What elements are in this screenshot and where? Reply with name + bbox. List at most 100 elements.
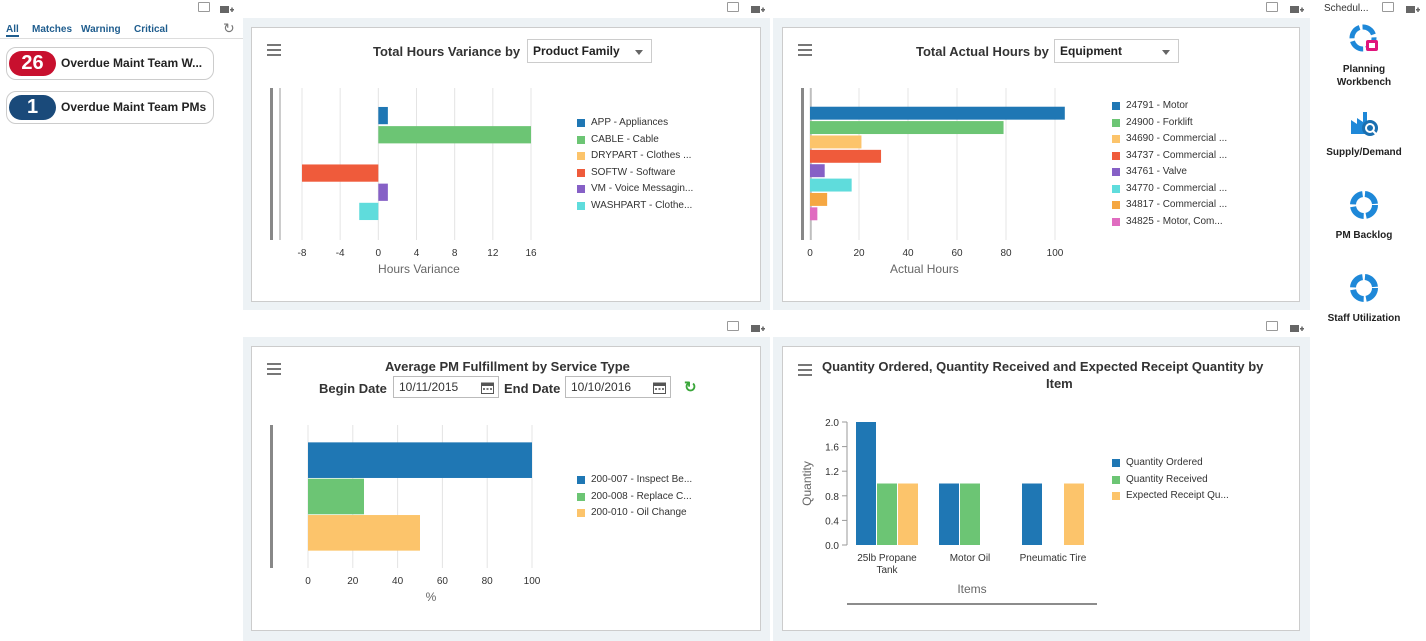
- legend-swatch: [1112, 475, 1120, 484]
- alert-count-badge: 26: [9, 51, 56, 76]
- legend-item[interactable]: 200-010 - Oil Change: [577, 507, 692, 524]
- legend-swatch: [1112, 492, 1120, 500]
- alert-item[interactable]: 1 Overdue Maint Team PMs: [6, 91, 214, 124]
- expand-icon[interactable]: [727, 2, 739, 12]
- legend-swatch: [1112, 168, 1120, 176]
- tab-critical[interactable]: Critical: [134, 24, 168, 35]
- bar: [359, 202, 379, 221]
- tick-label: 16: [525, 248, 537, 259]
- tab-warning[interactable]: Warning: [81, 24, 121, 35]
- tick-label: Tank: [876, 565, 898, 576]
- expand-icon[interactable]: [727, 321, 739, 331]
- expand-icon[interactable]: [1266, 2, 1278, 12]
- legend-item[interactable]: DRYPART - Clothes ...: [577, 150, 693, 167]
- tab-matches[interactable]: Matches: [32, 24, 73, 35]
- bar: [810, 135, 862, 149]
- chevron-down-icon: [1162, 50, 1170, 55]
- legend-item[interactable]: SOFTW - Software: [577, 167, 693, 184]
- tick-label: 20: [347, 576, 359, 587]
- legend-item[interactable]: WASHPART - Clothe...: [577, 200, 693, 217]
- legend-item[interactable]: VM - Voice Messagin...: [577, 183, 693, 200]
- add-content-icon[interactable]: [751, 321, 765, 339]
- tick-label: 1.2: [825, 467, 839, 478]
- staff-utilization-tile[interactable]: Staff Utilization: [1312, 272, 1416, 324]
- add-content-icon[interactable]: [751, 2, 765, 20]
- bar: [810, 106, 1065, 120]
- legend-item[interactable]: 34737 - Commercial ...: [1112, 150, 1227, 167]
- tick-label: 2.0: [825, 418, 839, 429]
- add-content-icon[interactable]: [1290, 2, 1304, 20]
- launchpad: Schedul... Planning Workbench Supply/Dem…: [1312, 0, 1426, 641]
- panel-title: Quantity Ordered, Quantity Received and …: [822, 359, 1264, 374]
- tab-all[interactable]: All: [6, 24, 19, 37]
- legend-item[interactable]: APP - Appliances: [577, 117, 693, 134]
- menu-icon[interactable]: [798, 364, 812, 376]
- product-family-select[interactable]: Product Family: [527, 39, 652, 63]
- legend-item[interactable]: 200-008 - Replace C...: [577, 491, 692, 508]
- equipment-select[interactable]: Equipment: [1054, 39, 1179, 63]
- alert-item[interactable]: 26 Overdue Maint Team W...: [6, 47, 214, 80]
- bar: [301, 164, 379, 182]
- legend-item[interactable]: 200-007 - Inspect Be...: [577, 474, 692, 491]
- legend-swatch: [577, 185, 585, 193]
- select-value: Equipment: [1060, 44, 1122, 58]
- axis-title: Actual Hours: [890, 262, 959, 276]
- menu-icon[interactable]: [267, 363, 281, 375]
- add-content-icon[interactable]: [1290, 321, 1304, 339]
- axis-bar: [270, 425, 273, 568]
- pm-backlog-tile[interactable]: PM Backlog: [1312, 189, 1416, 241]
- legend-swatch: [577, 509, 585, 517]
- tile-label: Staff Utilization: [1327, 313, 1401, 324]
- pm-backlog-icon: [1312, 189, 1416, 224]
- legend-item[interactable]: 34761 - Valve: [1112, 166, 1227, 183]
- legend-label: VM - Voice Messagin...: [591, 183, 694, 194]
- planning-workbench-tile[interactable]: Planning Workbench: [1312, 23, 1416, 88]
- legend-item[interactable]: 34817 - Commercial ...: [1112, 199, 1227, 216]
- menu-icon[interactable]: [798, 44, 812, 56]
- chart-legend: APP - Appliances CABLE - Cable DRYPART - C…: [577, 117, 693, 216]
- expand-icon[interactable]: [1382, 2, 1394, 12]
- legend-label: 200-007 - Inspect Be...: [591, 474, 693, 485]
- pm-fulfillment-panel: Average PM Fulfillment by Service Type B…: [251, 346, 761, 631]
- tick-label: 12: [487, 248, 499, 259]
- legend-label: 34817 - Commercial ...: [1126, 199, 1228, 210]
- legend-label: 34737 - Commercial ...: [1126, 149, 1228, 161]
- legend-item[interactable]: 24791 - Motor: [1112, 100, 1227, 117]
- add-content-icon[interactable]: [1406, 2, 1420, 20]
- tick-label: 25lb Propane: [857, 553, 917, 564]
- legend-item[interactable]: CABLE - Cable: [577, 134, 693, 151]
- legend-item[interactable]: 34825 - Motor, Com...: [1112, 216, 1227, 233]
- refresh-icon[interactable]: ↻: [684, 379, 697, 396]
- legend-item[interactable]: Quantity Ordered: [1112, 457, 1229, 474]
- legend-item[interactable]: 34690 - Commercial ...: [1112, 133, 1227, 150]
- menu-icon[interactable]: [267, 44, 281, 56]
- begin-date-input[interactable]: 10/11/2015: [393, 376, 499, 398]
- tick-label: 4: [414, 248, 420, 259]
- end-date-input[interactable]: 10/10/2016: [565, 376, 671, 398]
- legend-label: 34761 - Valve: [1126, 166, 1187, 177]
- refresh-icon[interactable]: ↻: [223, 20, 235, 36]
- legend-item[interactable]: 34770 - Commercial ...: [1112, 183, 1227, 200]
- add-content-icon[interactable]: [220, 2, 234, 13]
- legend-item[interactable]: 24900 - Forklift: [1112, 117, 1227, 134]
- legend-item[interactable]: Expected Receipt Qu...: [1112, 490, 1229, 507]
- chart-legend: 24791 - Motor 24900 - Forklift 34690 - Com…: [1112, 100, 1227, 232]
- legend-swatch: [1112, 201, 1120, 209]
- alert-tabs: All Matches Warning Critical ↻: [0, 20, 243, 39]
- legend-item[interactable]: Quantity Received: [1112, 474, 1229, 491]
- tick-label: 0.8: [825, 492, 839, 503]
- bar: [810, 121, 1004, 135]
- calendar-icon[interactable]: [653, 380, 666, 400]
- tick-label: 40: [392, 576, 404, 587]
- expand-icon[interactable]: [198, 2, 210, 12]
- launchpad-top-label[interactable]: Schedul...: [1324, 3, 1369, 14]
- axis-bar: [801, 88, 804, 240]
- legend-label: 34690 - Commercial ...: [1126, 133, 1228, 144]
- tick-label: 60: [437, 576, 449, 587]
- expand-icon[interactable]: [1266, 321, 1278, 331]
- supply-demand-tile[interactable]: Supply/Demand: [1312, 106, 1416, 158]
- bar: [1064, 483, 1084, 545]
- legend-label: 24900 - Forklift: [1126, 116, 1193, 128]
- legend-label: Quantity Received: [1126, 473, 1208, 485]
- calendar-icon[interactable]: [481, 380, 494, 400]
